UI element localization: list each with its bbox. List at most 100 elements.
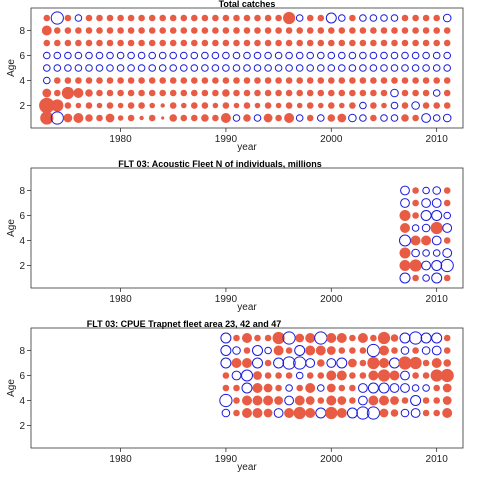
bubble-1979-age-9 — [106, 14, 114, 22]
bubble-2009-age-3 — [422, 89, 430, 97]
bubble-2010-age-8 — [432, 186, 442, 195]
y-tick-label: 2 — [19, 421, 25, 432]
bubble-2011-age-9 — [442, 13, 452, 23]
bubble-1974-age-6 — [53, 51, 62, 60]
bubble-1983-age-9 — [148, 14, 156, 22]
bubble-2009-age-8 — [421, 346, 431, 355]
bubble-1978-age-7 — [96, 39, 103, 47]
bubble-1980-age-3 — [117, 89, 124, 97]
axes-layer: 1980 1990 2000 2010 2 4 6 8 — [19, 346, 448, 465]
bubble-2008-age-4 — [410, 235, 421, 246]
bubble-2009-age-2 — [421, 260, 432, 271]
bubble-2004-age-1 — [370, 114, 377, 122]
bubble-2008-age-8 — [412, 187, 419, 194]
bubble-1995-age-3 — [273, 408, 284, 418]
bubble-1998-age-4 — [305, 396, 315, 405]
bubble-1985-age-2 — [169, 102, 177, 109]
bubble-1995-age-9 — [272, 331, 285, 345]
y-axis-label: Age — [6, 59, 17, 77]
bubble-1999-age-8 — [315, 345, 326, 356]
bubble-1981-age-8 — [127, 27, 135, 34]
bubble-1997-age-8 — [296, 27, 304, 34]
bubble-2001-age-8 — [338, 347, 346, 354]
bubble-2008-age-9 — [409, 331, 423, 345]
bubble-2009-age-3 — [422, 409, 430, 417]
bubble-2008-age-1 — [412, 114, 419, 122]
bubble-1991-age-7 — [231, 358, 242, 368]
bubble-2005-age-5 — [380, 64, 388, 72]
bubble-2007-age-7 — [398, 356, 412, 370]
bubble-1988-age-3 — [201, 89, 209, 97]
bubble-1992-age-3 — [243, 89, 251, 97]
bubble-2010-age-8 — [433, 27, 441, 34]
bubble-2004-age-6 — [368, 370, 379, 381]
bubble-2008-age-5 — [411, 384, 420, 392]
bubble-2010-age-5 — [430, 221, 443, 235]
bubble-2005-age-3 — [380, 89, 388, 97]
bubble-1990-age-8 — [220, 345, 232, 356]
bubble-1993-age-7 — [254, 39, 261, 47]
bubble-2007-age-3 — [399, 247, 411, 259]
bubble-2007-age-2 — [401, 102, 409, 109]
bubble-2011-age-2 — [440, 258, 454, 273]
bubble-1987-age-5 — [190, 64, 199, 72]
bubble-1997-age-8 — [294, 345, 306, 356]
bubble-2002-age-9 — [349, 334, 356, 342]
bubble-1997-age-4 — [294, 395, 305, 406]
bubble-1995-age-6 — [274, 51, 283, 60]
bubble-1973-age-7 — [43, 39, 51, 47]
bubble-1990-age-9 — [222, 14, 230, 22]
panel-title: Total catches — [219, 0, 276, 9]
bubble-1997-age-6 — [295, 51, 304, 60]
bubble-2003-age-3 — [359, 89, 367, 97]
bubble-2003-age-6 — [359, 372, 367, 379]
bubble-2002-age-3 — [349, 89, 356, 97]
bubble-1999-age-1 — [317, 114, 325, 122]
bubble-1978-age-6 — [95, 51, 104, 60]
bubble-1992-age-3 — [242, 408, 252, 418]
bubble-1975-age-4 — [64, 77, 72, 84]
bubble-1989-age-5 — [211, 64, 220, 72]
bubble-2010-age-2 — [433, 102, 441, 109]
bubble-1994-age-2 — [264, 102, 272, 109]
bubble-2009-age-4 — [421, 235, 432, 246]
bubble-2000-age-6 — [326, 370, 337, 381]
bubble-2003-age-1 — [359, 114, 367, 122]
bubble-1995-age-7 — [273, 357, 285, 369]
bubble-1986-age-2 — [181, 102, 187, 109]
bubble-2004-age-3 — [370, 89, 377, 97]
bubble-2006-age-9 — [390, 334, 399, 342]
bubble-2010-age-6 — [431, 210, 443, 221]
bubble-2009-age-7 — [421, 198, 432, 208]
bubble-1995-age-4 — [275, 77, 282, 84]
bubble-1991-age-5 — [233, 384, 240, 392]
bubble-1991-age-7 — [233, 39, 240, 47]
bubble-1979-age-7 — [106, 39, 114, 47]
bubble-1993-age-8 — [254, 27, 261, 34]
bubble-2010-age-5 — [432, 64, 441, 72]
bubble-2011-age-1 — [443, 274, 451, 282]
bubble-2011-age-8 — [443, 187, 451, 194]
bubble-2009-age-5 — [421, 223, 431, 233]
bubble-1988-age-2 — [201, 102, 209, 109]
bubble-1987-age-8 — [191, 27, 198, 34]
bubble-1989-age-8 — [212, 27, 219, 34]
bubble-1992-age-5 — [241, 382, 253, 394]
bubble-1977-age-2 — [85, 102, 93, 109]
bubble-1999-age-6 — [317, 51, 325, 60]
bubble-1995-age-5 — [275, 384, 282, 392]
bubble-1991-age-4 — [233, 397, 240, 404]
bubble-1978-age-4 — [96, 77, 103, 84]
bubble-1991-age-3 — [233, 409, 240, 417]
bubble-1988-age-9 — [201, 14, 209, 22]
bubble-2000-age-4 — [326, 395, 337, 406]
bubble-layer — [399, 185, 454, 284]
bubble-2002-age-1 — [348, 113, 357, 123]
y-tick-label: 8 — [19, 186, 25, 197]
bubble-2003-age-9 — [357, 333, 368, 343]
x-tick-label: 2000 — [320, 454, 343, 465]
bubble-2005-age-1 — [380, 114, 388, 122]
bubble-1990-age-7 — [222, 39, 230, 47]
bubble-2007-age-3 — [400, 408, 410, 418]
bubble-1990-age-9 — [220, 332, 232, 344]
